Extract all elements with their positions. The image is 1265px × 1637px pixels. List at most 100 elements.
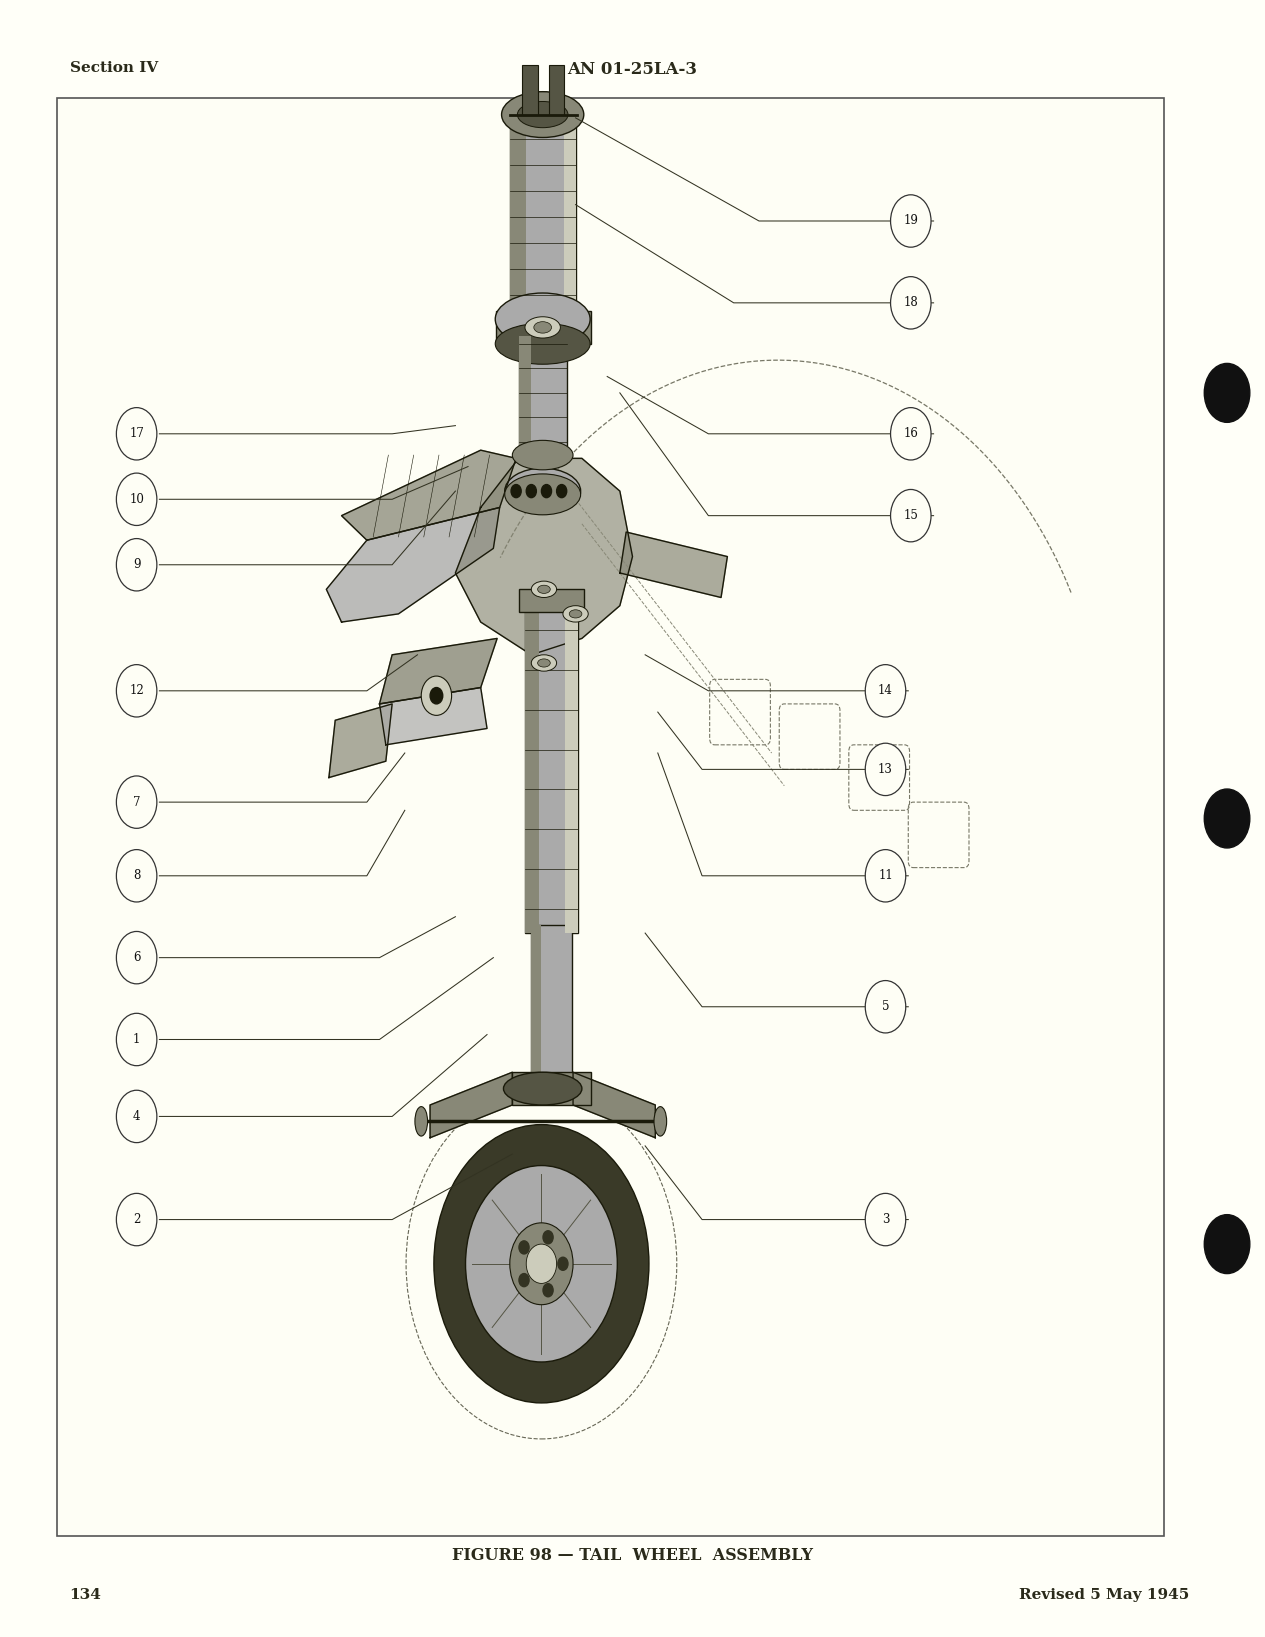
Ellipse shape bbox=[512, 440, 573, 470]
Circle shape bbox=[891, 408, 931, 460]
Ellipse shape bbox=[538, 658, 550, 668]
Bar bbox=[525, 606, 578, 933]
Circle shape bbox=[116, 473, 157, 525]
Text: 2: 2 bbox=[133, 1213, 140, 1226]
Bar bbox=[496, 311, 591, 344]
Bar bbox=[510, 123, 576, 311]
Circle shape bbox=[865, 1193, 906, 1246]
Text: AN 01-25LA-3: AN 01-25LA-3 bbox=[568, 61, 697, 77]
Circle shape bbox=[116, 931, 157, 984]
Text: 16: 16 bbox=[903, 427, 918, 440]
Ellipse shape bbox=[525, 316, 560, 337]
Ellipse shape bbox=[495, 293, 589, 345]
Ellipse shape bbox=[505, 468, 581, 514]
Ellipse shape bbox=[531, 581, 557, 598]
Ellipse shape bbox=[503, 1072, 582, 1105]
Text: 6: 6 bbox=[133, 951, 140, 964]
Bar bbox=[565, 606, 578, 933]
Polygon shape bbox=[342, 450, 516, 540]
Bar bbox=[525, 606, 539, 933]
Circle shape bbox=[1204, 789, 1250, 848]
Circle shape bbox=[116, 408, 157, 460]
Circle shape bbox=[510, 1223, 573, 1305]
Circle shape bbox=[865, 665, 906, 717]
Ellipse shape bbox=[501, 92, 583, 138]
Bar bbox=[522, 65, 538, 115]
Bar bbox=[57, 98, 1164, 1536]
Ellipse shape bbox=[505, 475, 581, 514]
Circle shape bbox=[891, 277, 931, 329]
Circle shape bbox=[421, 676, 452, 715]
Text: 8: 8 bbox=[133, 869, 140, 882]
Bar bbox=[519, 336, 531, 458]
Circle shape bbox=[434, 1125, 649, 1403]
Bar bbox=[519, 589, 584, 612]
Ellipse shape bbox=[654, 1107, 667, 1136]
Ellipse shape bbox=[563, 606, 588, 622]
Text: 5: 5 bbox=[882, 1000, 889, 1013]
Circle shape bbox=[865, 850, 906, 902]
Circle shape bbox=[116, 776, 157, 828]
Circle shape bbox=[865, 743, 906, 796]
Bar bbox=[531, 925, 541, 1080]
Text: 12: 12 bbox=[129, 684, 144, 697]
Bar bbox=[512, 1072, 591, 1105]
Circle shape bbox=[526, 1244, 557, 1283]
Polygon shape bbox=[455, 458, 632, 655]
Text: 1: 1 bbox=[133, 1033, 140, 1046]
Ellipse shape bbox=[534, 321, 552, 332]
Polygon shape bbox=[329, 704, 392, 778]
Text: Revised 5 May 1945: Revised 5 May 1945 bbox=[1018, 1588, 1189, 1603]
Circle shape bbox=[526, 485, 536, 498]
Bar bbox=[564, 123, 576, 311]
Polygon shape bbox=[430, 1072, 512, 1138]
Text: 19: 19 bbox=[903, 214, 918, 228]
Text: 13: 13 bbox=[878, 763, 893, 776]
Ellipse shape bbox=[495, 322, 589, 365]
Text: FIGURE 98 — TAIL  WHEEL  ASSEMBLY: FIGURE 98 — TAIL WHEEL ASSEMBLY bbox=[452, 1547, 813, 1563]
Bar bbox=[549, 65, 564, 115]
Circle shape bbox=[116, 1090, 157, 1143]
Circle shape bbox=[116, 850, 157, 902]
Circle shape bbox=[430, 688, 443, 704]
Circle shape bbox=[116, 1193, 157, 1246]
Circle shape bbox=[557, 485, 567, 498]
Circle shape bbox=[116, 1013, 157, 1066]
Polygon shape bbox=[326, 507, 500, 622]
Circle shape bbox=[466, 1166, 617, 1362]
Text: 17: 17 bbox=[129, 427, 144, 440]
Circle shape bbox=[558, 1257, 568, 1270]
Text: 11: 11 bbox=[878, 869, 893, 882]
Polygon shape bbox=[573, 1072, 655, 1138]
Circle shape bbox=[1204, 363, 1250, 422]
Circle shape bbox=[519, 1274, 529, 1287]
Text: 14: 14 bbox=[878, 684, 893, 697]
Text: 134: 134 bbox=[70, 1588, 101, 1603]
Text: 3: 3 bbox=[882, 1213, 889, 1226]
Text: 7: 7 bbox=[133, 796, 140, 809]
Text: 10: 10 bbox=[129, 493, 144, 506]
Circle shape bbox=[891, 195, 931, 247]
Circle shape bbox=[116, 665, 157, 717]
Text: 18: 18 bbox=[903, 296, 918, 309]
Circle shape bbox=[1204, 1215, 1250, 1274]
Text: 9: 9 bbox=[133, 558, 140, 571]
Text: Section IV: Section IV bbox=[70, 61, 158, 75]
Ellipse shape bbox=[531, 655, 557, 671]
Ellipse shape bbox=[538, 584, 550, 593]
Text: 15: 15 bbox=[903, 509, 918, 522]
Polygon shape bbox=[380, 688, 487, 745]
Circle shape bbox=[543, 1283, 553, 1297]
Text: 4: 4 bbox=[133, 1110, 140, 1123]
Circle shape bbox=[519, 1241, 529, 1254]
Circle shape bbox=[891, 489, 931, 542]
Polygon shape bbox=[380, 638, 497, 704]
Circle shape bbox=[511, 485, 521, 498]
Circle shape bbox=[541, 485, 552, 498]
Polygon shape bbox=[620, 532, 727, 598]
Bar bbox=[510, 123, 526, 311]
Ellipse shape bbox=[415, 1107, 428, 1136]
Bar bbox=[519, 336, 567, 458]
Ellipse shape bbox=[517, 101, 568, 128]
Circle shape bbox=[865, 981, 906, 1033]
